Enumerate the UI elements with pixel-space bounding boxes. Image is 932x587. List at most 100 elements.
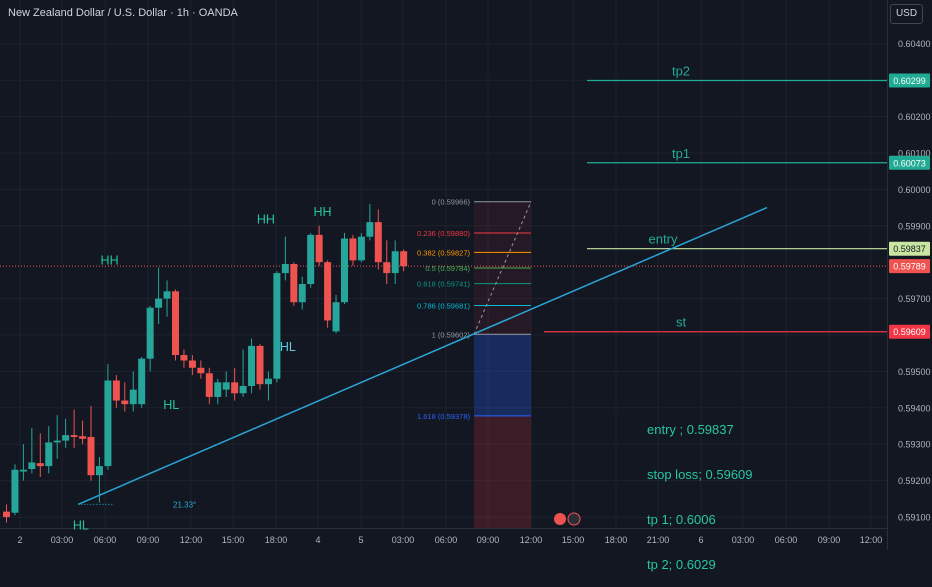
x-tick-label: 18:00 xyxy=(605,535,628,545)
x-tick-label: 06:00 xyxy=(435,535,458,545)
candle xyxy=(87,406,95,481)
candle xyxy=(290,262,298,306)
candle xyxy=(146,305,154,372)
x-axis: 2 03:00 06:00 09:00 12:00 15:00 18:00 4 5 03:00 06… xyxy=(17,535,882,545)
x-tick-label: 5 xyxy=(358,535,363,545)
candle xyxy=(11,464,19,516)
candle xyxy=(341,233,348,305)
note-tp2: tp 2; 0.6029 xyxy=(647,557,716,572)
price-tag-entry xyxy=(889,241,930,256)
x-tick-label: 12:00 xyxy=(180,535,203,545)
candle xyxy=(129,371,137,412)
y-tick-label: 0.60000 xyxy=(898,185,931,195)
fib-zone-lower xyxy=(474,415,531,528)
level-label-tp2: tp2 xyxy=(672,63,690,78)
symbol-title: New Zealand Dollar / U.S. Dollar · 1h · … xyxy=(8,7,238,19)
candle-body xyxy=(383,262,391,274)
currency-button[interactable]: USD xyxy=(890,4,923,24)
swing-label-hl: HL xyxy=(163,398,179,412)
swing-label-hh: HH xyxy=(101,254,119,268)
candle xyxy=(248,338,256,394)
x-tick-label: 06:00 xyxy=(775,535,798,545)
x-tick-label: 06:00 xyxy=(94,535,117,545)
candle xyxy=(383,240,391,285)
candle-body xyxy=(28,462,36,470)
candle xyxy=(231,367,239,401)
x-tick-label: 03:00 xyxy=(51,535,74,545)
fib-trend-line xyxy=(473,201,532,335)
candle-body xyxy=(391,251,399,274)
fib-level-label: 0.786 (0.59681) xyxy=(417,302,470,311)
candle xyxy=(138,356,146,408)
y-tick-label: 0.59100 xyxy=(898,513,931,523)
trendline-angle-label: 21.33° xyxy=(173,500,196,509)
candle-body xyxy=(366,222,374,237)
candle-body xyxy=(104,380,112,467)
fib-zone-extension xyxy=(474,334,531,416)
candle-body xyxy=(222,382,230,390)
candle xyxy=(349,234,357,266)
y-tick-label: 0.59500 xyxy=(898,367,931,377)
candle xyxy=(214,378,222,405)
candle-body xyxy=(197,367,205,374)
candle-body xyxy=(172,291,179,356)
candle-body xyxy=(248,345,256,386)
trade-notes: entry ; 0.59837 stop loss; 0.59609 tp 1;… xyxy=(647,392,753,587)
price-tag-text-st: 0.59609 xyxy=(893,327,926,337)
candle xyxy=(70,409,78,448)
price-tag-text-entry: 0.59837 xyxy=(893,244,926,254)
candle-body xyxy=(256,345,264,385)
candle-body xyxy=(36,463,44,467)
level-label-st: st xyxy=(676,315,687,330)
x-tick-label: 09:00 xyxy=(137,535,160,545)
candle xyxy=(332,294,340,334)
candle-body xyxy=(273,273,281,379)
candle xyxy=(239,349,247,397)
fib-level-label: 0.382 (0.59827) xyxy=(417,248,470,257)
candle xyxy=(357,233,365,263)
price-tag-st xyxy=(889,324,930,339)
candle-body xyxy=(231,382,239,394)
candle xyxy=(180,349,188,368)
trendline xyxy=(78,206,768,506)
y-tick-label: 0.59900 xyxy=(898,221,931,231)
candle xyxy=(104,364,112,470)
fib-level-label: 1 (0.59602) xyxy=(432,330,471,339)
candle-body xyxy=(357,236,365,261)
candle xyxy=(172,289,179,361)
candle-body xyxy=(400,251,408,267)
y-tick-label: 0.60100 xyxy=(898,148,931,158)
candle-body xyxy=(349,238,357,261)
candle xyxy=(298,276,306,310)
candle-body xyxy=(307,234,315,285)
x-tick-label: 12:00 xyxy=(860,535,883,545)
fib-level-label: 0.236 (0.59880) xyxy=(417,229,470,238)
candle xyxy=(273,271,281,383)
price-tag-text-tp1: 0.60073 xyxy=(893,158,926,168)
candle-body xyxy=(155,298,163,308)
candle xyxy=(19,444,27,481)
candle xyxy=(374,209,382,270)
fib-level-label: 0 (0.59966) xyxy=(432,198,471,207)
flag-icon xyxy=(567,512,581,526)
note-tp1: tp 1; 0.6006 xyxy=(647,512,716,527)
fib-level-label: 1.618 (0.59378) xyxy=(417,412,470,421)
y-tick-label: 0.59200 xyxy=(898,476,931,486)
note-stop-loss: stop loss; 0.59609 xyxy=(647,467,753,482)
candle-body xyxy=(214,382,222,397)
candle xyxy=(391,240,399,285)
price-chart[interactable]: 0.604000.603000.602000.601000.600000.599… xyxy=(0,0,932,550)
candle xyxy=(205,367,213,405)
price-tag-tp1 xyxy=(889,155,930,170)
candle-body xyxy=(45,442,53,467)
event-icon xyxy=(554,513,566,525)
candle-body xyxy=(129,389,137,405)
x-tick-label: 15:00 xyxy=(222,535,245,545)
candle xyxy=(53,415,61,459)
candle xyxy=(36,433,44,478)
x-tick-label: 03:00 xyxy=(392,535,415,545)
candle xyxy=(188,355,196,376)
swing-labels: HL HH HL HH HL HH xyxy=(73,205,332,532)
x-tick-label: 2 xyxy=(17,535,22,545)
fibonacci-retracement: 0 (0.59966) 0.236 (0.59880) 0.382 (0.59827… xyxy=(417,198,532,421)
